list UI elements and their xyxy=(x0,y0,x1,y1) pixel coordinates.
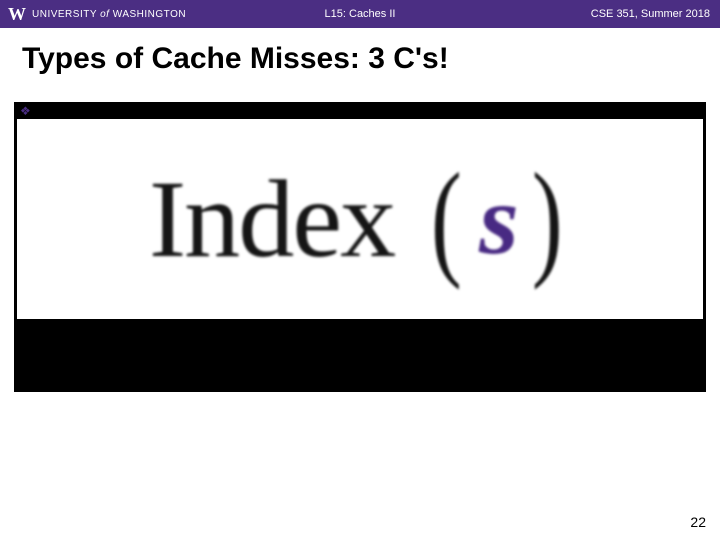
university-name: UNIVERSITY of WASHINGTON xyxy=(32,9,186,20)
index-expression: Index ( s ) xyxy=(149,154,571,284)
slide-header: W UNIVERSITY of WASHINGTON L15: Caches I… xyxy=(0,0,720,28)
lecture-label: L15: Caches II xyxy=(325,8,396,20)
index-word: Index xyxy=(149,156,394,283)
index-variable: s xyxy=(471,162,523,277)
university-prefix: UNIVERSITY xyxy=(32,9,97,20)
course-label: CSE 351, Summer 2018 xyxy=(591,8,710,20)
university-main: WASHINGTON xyxy=(113,9,186,20)
paren-close: ) xyxy=(530,154,564,284)
page-number: 22 xyxy=(690,514,706,530)
university-logo: W UNIVERSITY of WASHINGTON xyxy=(0,5,186,23)
page-title: Types of Cache Misses: 3 C's! xyxy=(0,28,720,84)
paren-open: ( xyxy=(430,154,464,284)
graphic-canvas: Index ( s ) xyxy=(17,119,703,319)
content-box: ❖ Index ( s ) xyxy=(14,102,706,392)
university-of: of xyxy=(100,9,109,20)
bullet-icon: ❖ xyxy=(20,104,31,118)
uw-w-mark: W xyxy=(8,5,26,23)
